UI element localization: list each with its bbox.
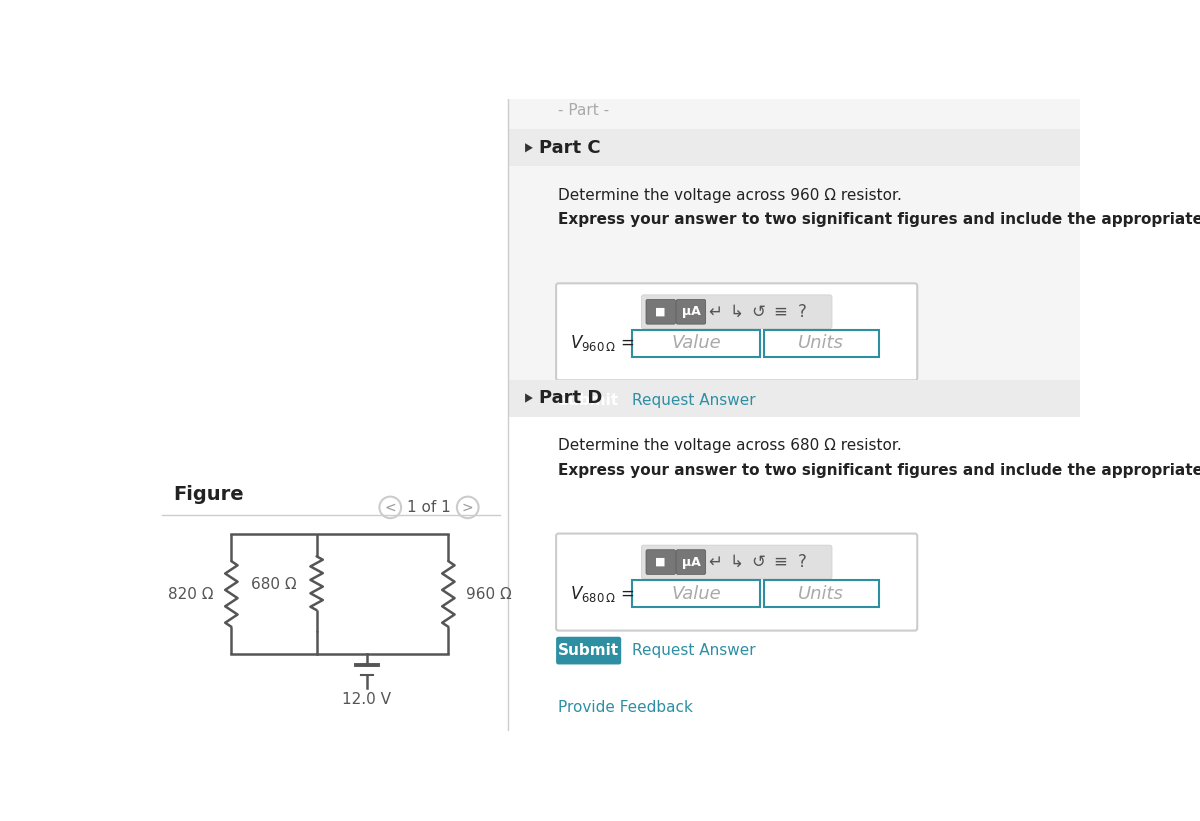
Text: - Part -: - Part - <box>558 103 610 118</box>
Text: Units: Units <box>798 334 844 352</box>
Text: 12.0 V: 12.0 V <box>342 692 391 707</box>
Text: Request Answer: Request Answer <box>632 643 756 658</box>
Bar <box>508 130 1080 167</box>
Text: ↵: ↵ <box>708 303 722 321</box>
Text: ≡: ≡ <box>773 303 787 321</box>
Text: ↺: ↺ <box>751 553 766 571</box>
Text: Determine the voltage across 960 Ω resistor.: Determine the voltage across 960 Ω resis… <box>558 188 902 203</box>
Text: Provide Feedback: Provide Feedback <box>558 700 694 715</box>
Text: ?: ? <box>797 553 806 571</box>
Text: >: > <box>462 500 474 515</box>
FancyBboxPatch shape <box>556 387 622 415</box>
Text: ↳: ↳ <box>730 553 744 571</box>
Text: ?: ? <box>797 303 806 321</box>
Polygon shape <box>526 143 533 153</box>
FancyBboxPatch shape <box>641 545 832 579</box>
Text: Determine the voltage across 680 Ω resistor.: Determine the voltage across 680 Ω resis… <box>558 438 902 453</box>
FancyBboxPatch shape <box>677 300 706 324</box>
Text: <: < <box>384 500 396 515</box>
Text: ≡: ≡ <box>773 553 787 571</box>
FancyBboxPatch shape <box>677 550 706 575</box>
FancyBboxPatch shape <box>646 550 676 575</box>
Text: Express your answer to two significant figures and include the appropriate units: Express your answer to two significant f… <box>558 463 1200 478</box>
Bar <box>632 580 760 608</box>
Bar <box>764 329 878 357</box>
Text: 960 Ω: 960 Ω <box>466 586 511 602</box>
Bar <box>508 416 1080 731</box>
Text: Submit: Submit <box>558 393 619 408</box>
Text: $V_{680\,\Omega}$ =: $V_{680\,\Omega}$ = <box>570 584 635 603</box>
Bar <box>150 99 508 731</box>
Text: Value: Value <box>671 585 721 603</box>
FancyBboxPatch shape <box>556 534 917 631</box>
FancyBboxPatch shape <box>641 295 832 328</box>
FancyBboxPatch shape <box>556 637 622 664</box>
Text: ■: ■ <box>655 557 666 567</box>
Bar <box>764 580 878 608</box>
Text: Units: Units <box>798 585 844 603</box>
Text: Submit: Submit <box>558 643 619 658</box>
Text: Part D: Part D <box>539 389 602 407</box>
Bar <box>508 99 1080 731</box>
Bar <box>632 329 760 357</box>
Text: μA: μA <box>682 556 701 569</box>
Text: 1 of 1: 1 of 1 <box>407 500 451 515</box>
Text: μA: μA <box>682 305 701 319</box>
Text: $V_{960\,\Omega}$ =: $V_{960\,\Omega}$ = <box>570 333 635 353</box>
FancyBboxPatch shape <box>646 300 676 324</box>
Text: ↳: ↳ <box>730 303 744 321</box>
Text: Express your answer to two significant figures and include the appropriate units: Express your answer to two significant f… <box>558 213 1200 227</box>
Text: ↺: ↺ <box>751 303 766 321</box>
Text: Figure: Figure <box>173 484 244 503</box>
Bar <box>508 379 1080 416</box>
Polygon shape <box>526 393 533 402</box>
Text: 820 Ω: 820 Ω <box>168 586 214 602</box>
Text: Part C: Part C <box>539 139 601 157</box>
Text: 680 Ω: 680 Ω <box>251 577 296 592</box>
Text: Value: Value <box>671 334 721 352</box>
FancyBboxPatch shape <box>556 283 917 380</box>
Text: Request Answer: Request Answer <box>632 393 756 408</box>
Text: ■: ■ <box>655 307 666 317</box>
Text: ↵: ↵ <box>708 553 722 571</box>
